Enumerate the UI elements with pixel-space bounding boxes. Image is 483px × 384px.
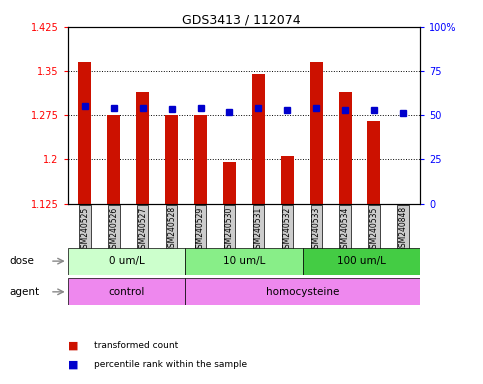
Bar [165, 115, 178, 204]
FancyBboxPatch shape [303, 248, 420, 275]
Text: agent: agent [10, 287, 40, 297]
Text: dose: dose [10, 256, 35, 266]
Bar [368, 121, 381, 204]
Bar [136, 92, 149, 204]
FancyBboxPatch shape [185, 278, 420, 305]
Bar [339, 92, 352, 204]
Bar [223, 162, 236, 204]
Text: control: control [108, 287, 144, 297]
Text: percentile rank within the sample: percentile rank within the sample [94, 360, 247, 369]
Bar [310, 62, 323, 204]
Text: ■: ■ [68, 360, 82, 370]
FancyBboxPatch shape [68, 278, 185, 305]
Bar [194, 115, 207, 204]
Text: 100 um/L: 100 um/L [337, 256, 386, 266]
Text: 0 um/L: 0 um/L [109, 256, 144, 266]
Text: homocysteine: homocysteine [266, 287, 340, 297]
Bar [252, 74, 265, 204]
FancyBboxPatch shape [68, 248, 185, 275]
Bar [281, 156, 294, 204]
Text: GDS3413 / 112074: GDS3413 / 112074 [182, 13, 301, 26]
Text: transformed count: transformed count [94, 341, 178, 350]
Bar [78, 62, 91, 204]
Bar [107, 115, 120, 204]
Text: 10 um/L: 10 um/L [223, 256, 265, 266]
FancyBboxPatch shape [185, 248, 303, 275]
Bar [397, 204, 410, 209]
Text: ■: ■ [68, 341, 82, 351]
